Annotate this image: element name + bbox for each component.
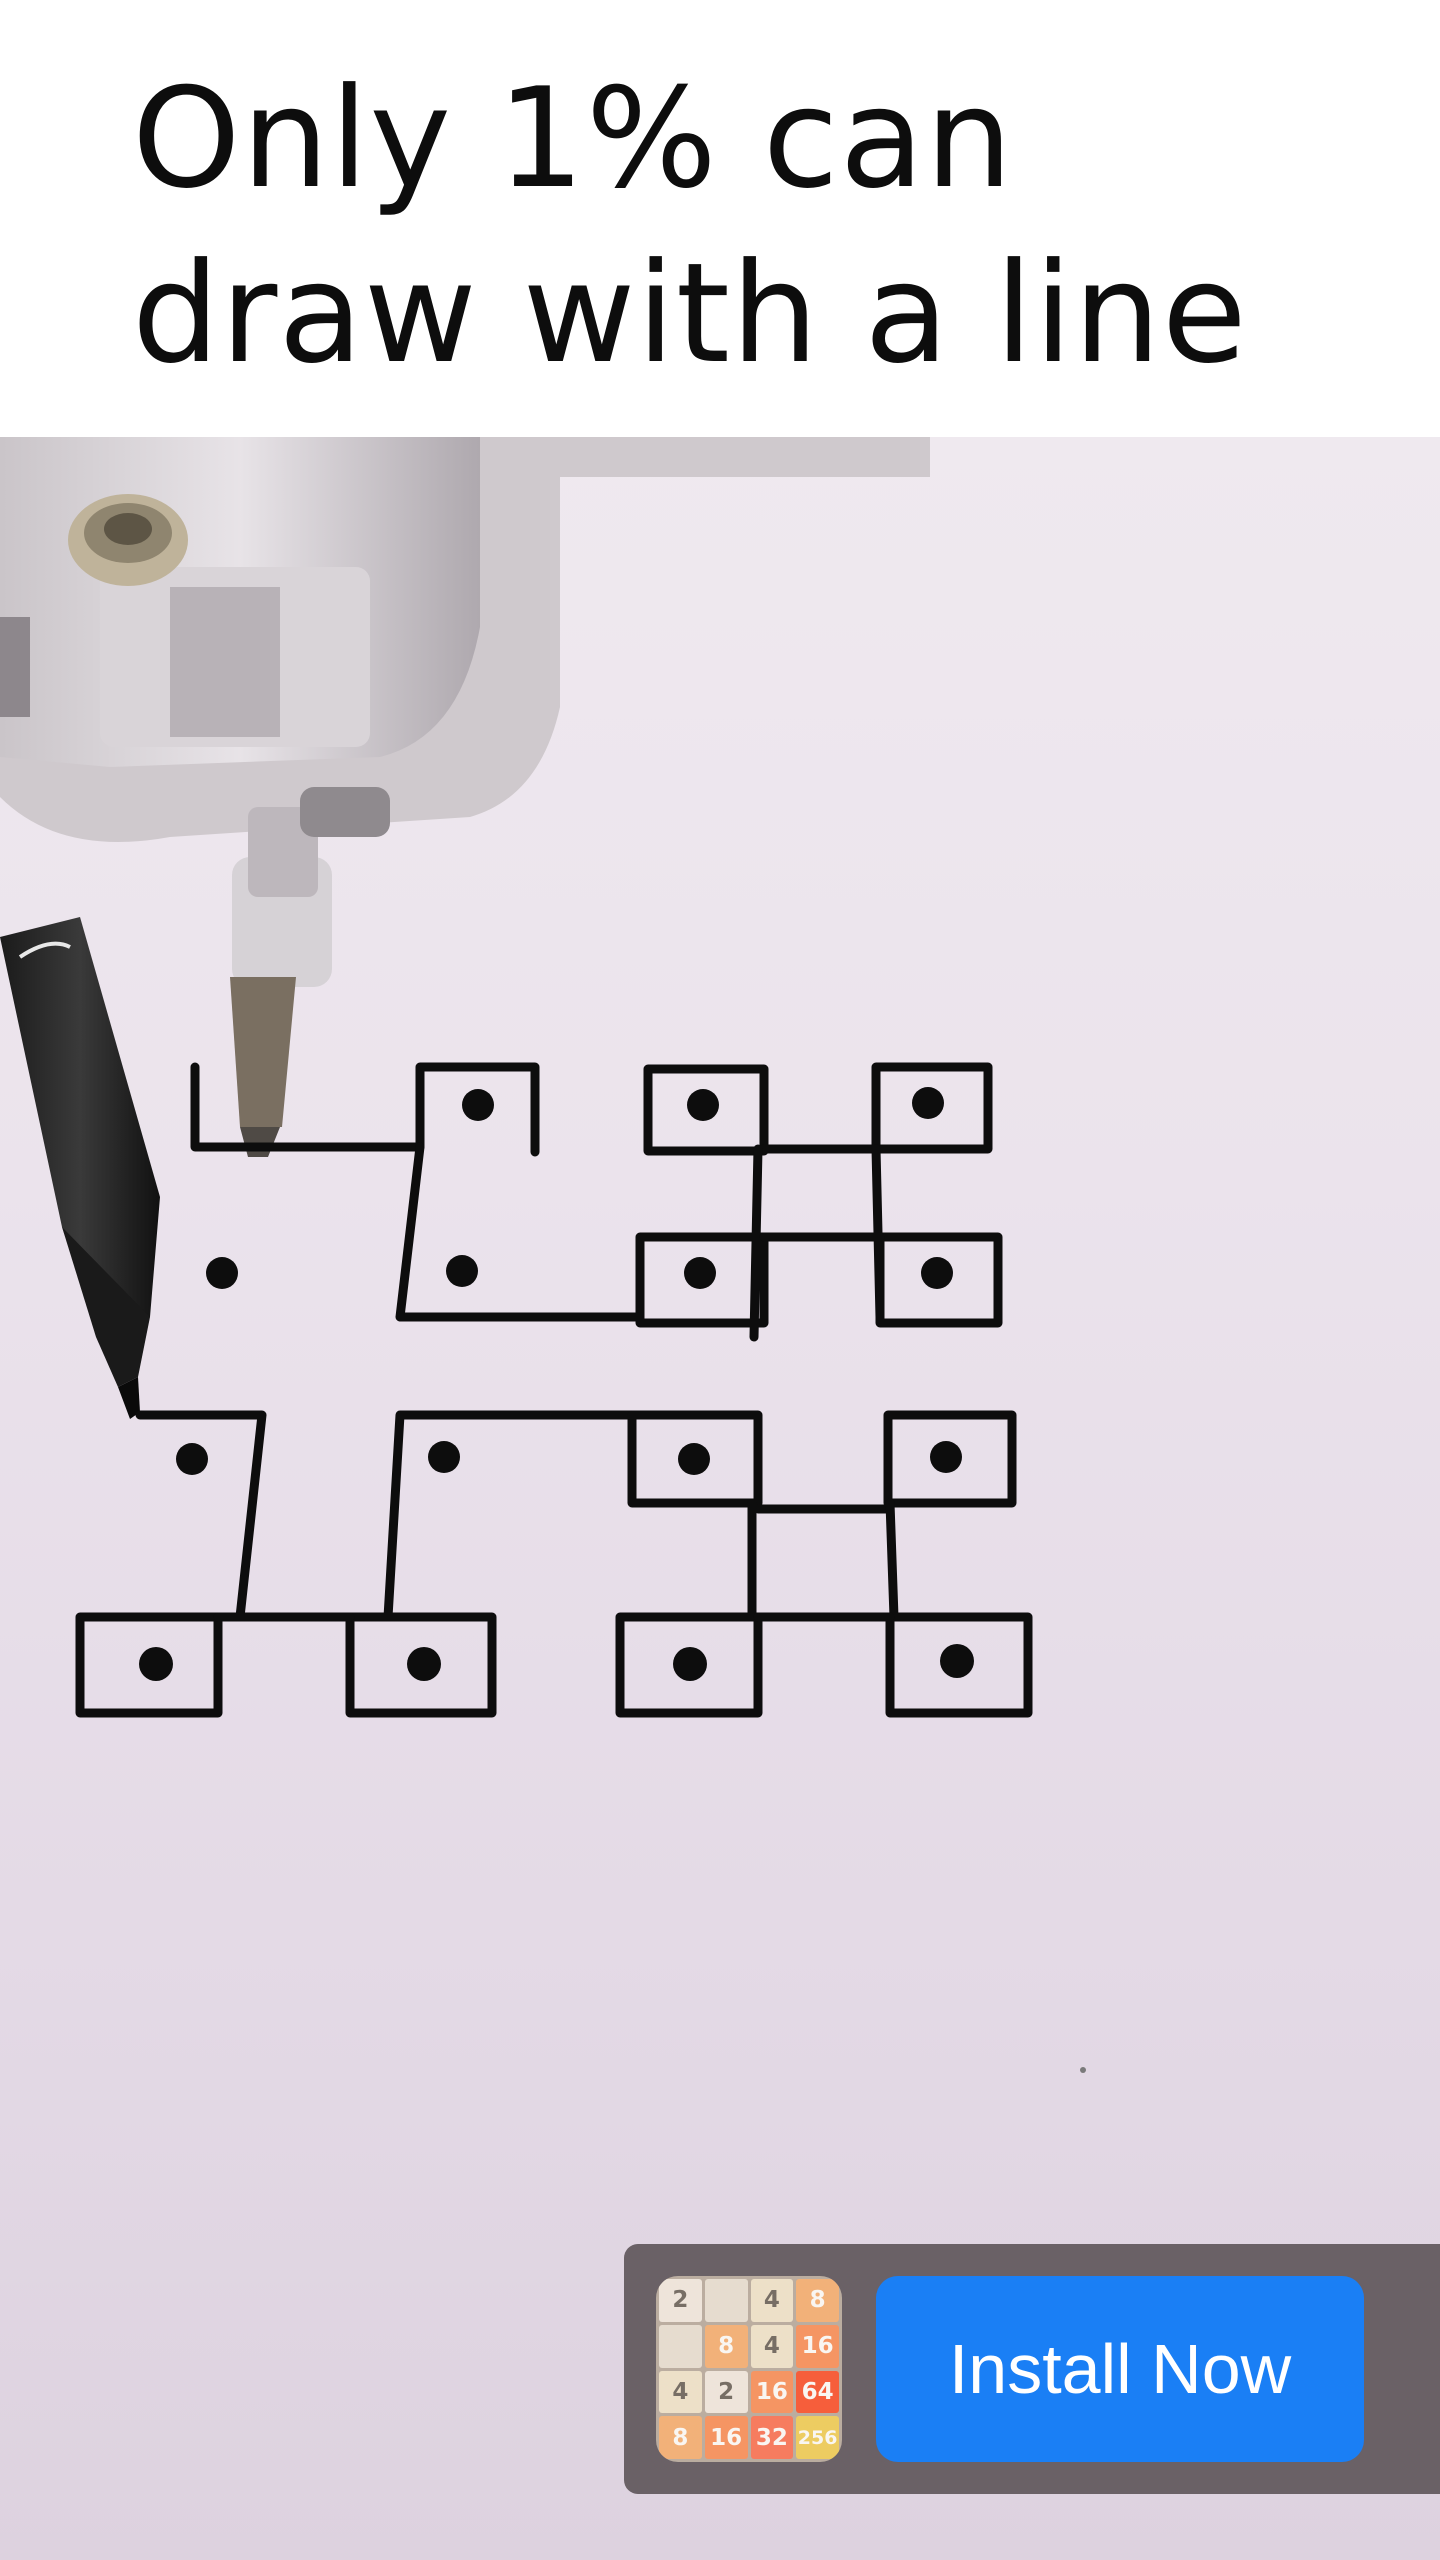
- marker-pen: [0, 917, 160, 1419]
- dot-puzzle-drawing: [75, 1062, 1033, 1718]
- game-tile: [659, 2324, 702, 2368]
- game-tile: 256: [796, 2416, 839, 2459]
- game-tile: 32: [750, 2416, 794, 2459]
- game-tile: [704, 2279, 748, 2322]
- headline-banner: Only 1% can draw with a line: [0, 0, 1440, 437]
- puzzle-dots: [139, 1087, 1086, 2073]
- game-tile: 4: [659, 2370, 702, 2414]
- pen-clamp: [230, 787, 390, 1157]
- game-app-icon[interactable]: 2 4 8 8 4 16 4 2 16 64 8 16 32 256: [656, 2276, 842, 2462]
- game-tile: 2: [659, 2279, 702, 2322]
- game-tile: 64: [796, 2370, 839, 2414]
- game-tile: 8: [659, 2416, 702, 2459]
- game-tile: 4: [750, 2279, 794, 2322]
- game-tile: 16: [750, 2370, 794, 2414]
- install-now-button[interactable]: Install Now: [876, 2276, 1364, 2462]
- game-tile: 8: [704, 2324, 748, 2368]
- drawing-scene: [0, 437, 1086, 2073]
- game-tile: 8: [796, 2279, 839, 2322]
- headline-line-2: draw with a line: [132, 233, 1248, 394]
- plotter-machine: [0, 437, 930, 842]
- headline-line-1: Only 1% can: [132, 58, 1014, 219]
- game-tile: 2: [704, 2370, 748, 2414]
- game-tile: 16: [704, 2416, 748, 2459]
- game-tile: 16: [796, 2324, 839, 2368]
- game-tile: 4: [750, 2324, 794, 2368]
- install-ad-banner[interactable]: 2 4 8 8 4 16 4 2 16 64 8 16 32 256 Install Now: [624, 2244, 1440, 2494]
- video-frame[interactable]: [0, 437, 1440, 2560]
